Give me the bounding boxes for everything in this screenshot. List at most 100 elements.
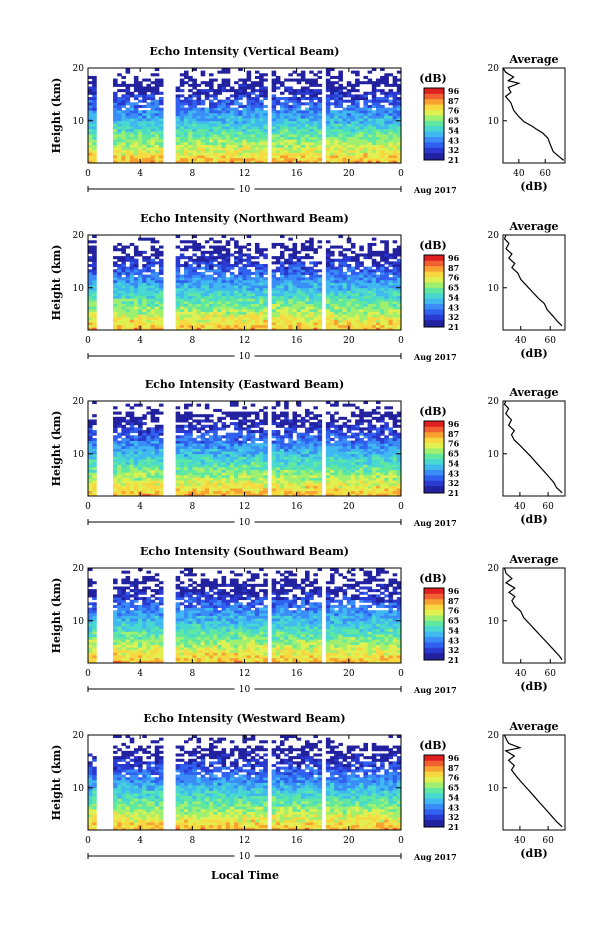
heatmap-cell (200, 266, 206, 270)
heatmap-cell (154, 490, 160, 494)
heatmap-cell (342, 290, 348, 294)
heatmap-cell (254, 118, 260, 122)
heatmap-cell (259, 75, 264, 79)
heatmap-cell (371, 319, 377, 323)
heatmap-cell (375, 285, 381, 289)
heatmap-cell (175, 493, 181, 497)
heatmap-cell (330, 139, 335, 143)
heatmap-cell (175, 157, 181, 161)
heatmap-cell (288, 110, 293, 114)
heatmap-cell (238, 282, 243, 286)
heatmap-cell (196, 115, 202, 119)
heatmap-cell (196, 128, 202, 132)
heatmap-cell (371, 68, 377, 72)
heatmap-cell (350, 147, 356, 151)
heatmap-cell (209, 237, 214, 241)
heatmap-cell (392, 157, 398, 161)
heatmap-cell (133, 155, 139, 159)
heatmap-cell (300, 316, 306, 320)
heatmap-cell (250, 147, 256, 151)
heatmap-cell (196, 422, 202, 426)
heatmap-cell (183, 456, 189, 460)
heatmap-cell (200, 453, 206, 457)
heatmap-cell (229, 303, 235, 307)
heatmap-cell (317, 311, 323, 315)
heatmap-cell (371, 157, 377, 161)
heatmap-cell (129, 290, 135, 294)
heatmap-cell (192, 427, 197, 431)
heatmap-cell (259, 316, 264, 320)
heatmap-cell (259, 311, 264, 315)
heatmap-cell (183, 160, 189, 164)
heatmap-cell (175, 99, 181, 103)
heatmap-cell (234, 290, 239, 294)
heatmap-cell (309, 94, 314, 98)
heatmap-cell (342, 287, 348, 291)
heatmap-cell (121, 440, 126, 444)
heatmap-cell (225, 290, 231, 294)
heatmap-cell (234, 261, 239, 265)
heatmap-cell (179, 279, 185, 283)
heatmap-cell (188, 443, 193, 447)
heatmap-cell (204, 466, 210, 471)
heatmap-cell (150, 319, 156, 323)
heatmap-cell (279, 112, 285, 116)
heatmap-cell (350, 83, 356, 87)
colorbar-segment (424, 321, 444, 324)
heatmap-cell (154, 83, 160, 87)
heatmap-cell (175, 277, 181, 281)
heatmap-cell (150, 285, 156, 289)
heatmap-cell (292, 306, 298, 310)
heatmap-cell (179, 293, 185, 297)
heatmap-cell (325, 269, 331, 273)
heatmap-cell (158, 141, 164, 145)
heatmap-cell (388, 279, 394, 283)
heatmap-cell (88, 245, 93, 249)
heatmap-cell (275, 102, 281, 106)
heatmap-cell (117, 123, 122, 127)
heatmap-cell (209, 136, 214, 140)
heatmap-cell (375, 253, 381, 257)
heatmap-cell (133, 112, 139, 116)
heatmap-cell (396, 303, 402, 307)
heatmap-cell (275, 126, 281, 130)
heatmap-cell (238, 466, 243, 471)
heatmap-cell (133, 261, 139, 265)
heatmap-cell (371, 261, 377, 265)
heatmap-cell (88, 160, 93, 164)
heatmap-cell (133, 419, 139, 423)
heatmap-cell (146, 306, 151, 310)
heatmap-cell (129, 293, 135, 297)
heatmap-cell (183, 147, 189, 151)
heatmap-cell (246, 86, 252, 90)
heatmap-cell (234, 461, 239, 465)
heatmap-cell (183, 416, 189, 420)
heatmap-cell (113, 155, 118, 159)
heatmap-cell (175, 490, 181, 494)
heatmap-cell (388, 314, 394, 318)
heatmap-cell (204, 437, 210, 441)
heatmap-cell (133, 131, 139, 135)
heatmap-cell (367, 242, 373, 246)
heatmap-cell (92, 293, 97, 297)
heatmap-cell (196, 279, 202, 283)
heatmap-cell (330, 293, 335, 297)
heatmap-cell (158, 245, 164, 249)
heatmap-cell (204, 482, 210, 486)
heatmap-cell (113, 141, 118, 145)
heatmap-cell (217, 279, 222, 283)
heatmap-cell (234, 319, 239, 323)
heatmap-cell (121, 282, 126, 286)
heatmap-cell (113, 474, 118, 478)
heatmap-cell (234, 107, 239, 111)
heatmap-cell (334, 258, 339, 262)
heatmap-cell (179, 480, 185, 484)
heatmap-cell (259, 298, 264, 302)
heatmap-cell (371, 271, 377, 275)
heatmap-cell (158, 445, 164, 449)
heatmap-cell (254, 81, 260, 85)
heatmap-cell (217, 274, 222, 278)
heatmap-cell (334, 285, 339, 289)
heatmap-cell (92, 123, 97, 127)
heatmap-cell (234, 311, 239, 315)
